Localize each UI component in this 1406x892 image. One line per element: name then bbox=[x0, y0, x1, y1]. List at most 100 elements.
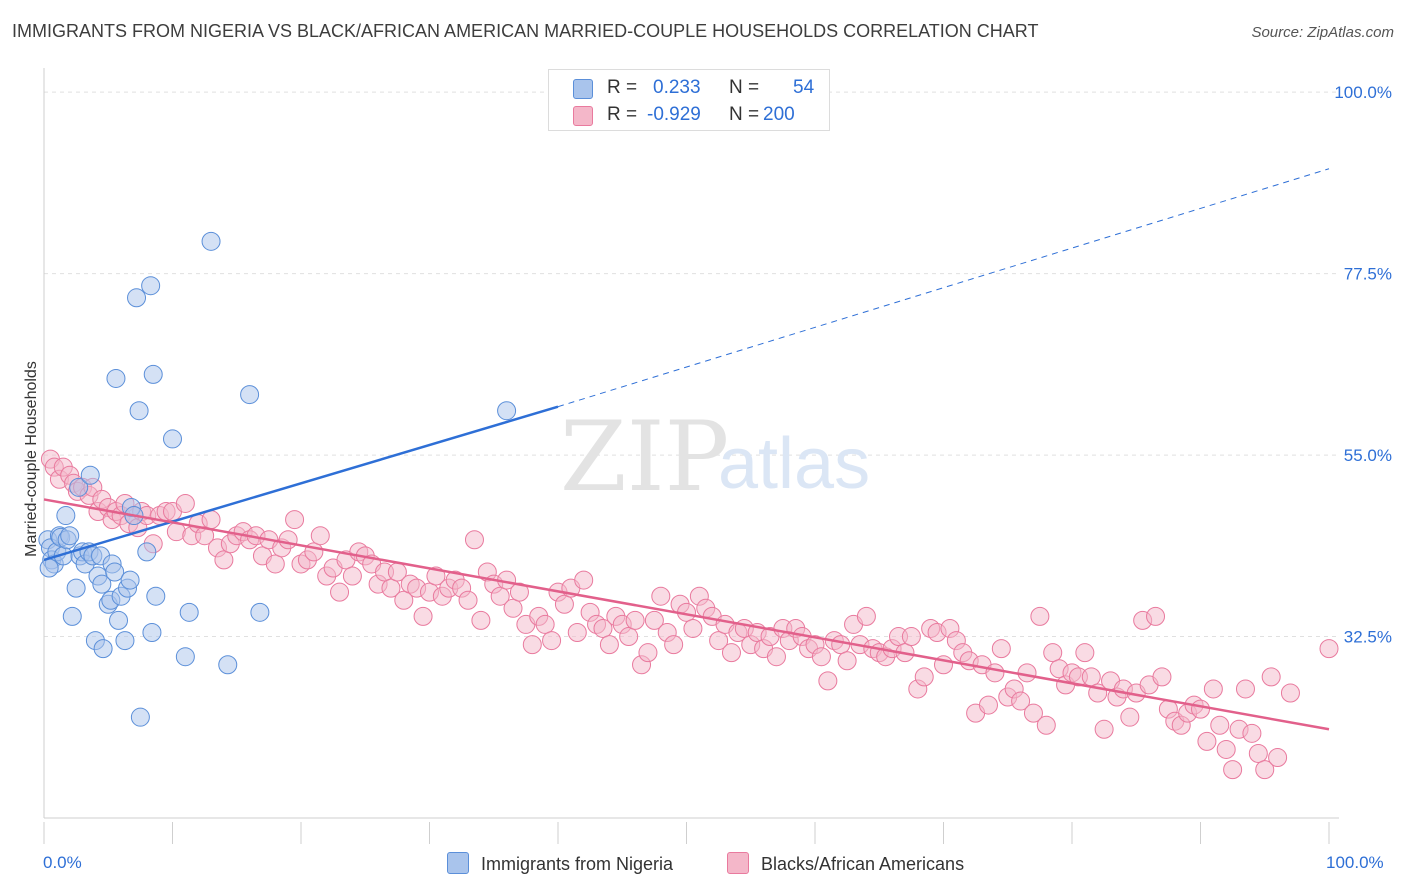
nigeria-data-point bbox=[109, 610, 129, 630]
black-data-point bbox=[1075, 643, 1095, 663]
black-data-point bbox=[278, 530, 298, 550]
black-data-point bbox=[490, 586, 510, 606]
black-data-point bbox=[619, 627, 639, 647]
bottom-legend-swatch-nigeria bbox=[447, 852, 469, 874]
nigeria-data-point bbox=[201, 231, 221, 251]
gridlines bbox=[44, 91, 1339, 638]
nigeria-data-point bbox=[80, 465, 100, 485]
black-data-point bbox=[1210, 715, 1230, 735]
black-data-point bbox=[1036, 715, 1056, 735]
black-data-point bbox=[522, 635, 542, 655]
nigeria-data-point bbox=[163, 429, 182, 449]
black-data-point bbox=[464, 530, 484, 550]
black-data-point bbox=[1017, 663, 1037, 683]
nigeria-data-point bbox=[120, 570, 140, 590]
black-data-point bbox=[265, 554, 285, 574]
nigeria-data-point bbox=[137, 542, 157, 562]
bottom-legend-label-nigeria: Immigrants from Nigeria bbox=[481, 854, 674, 874]
black-data-point bbox=[1081, 667, 1101, 687]
nigeria-data-point bbox=[62, 606, 82, 626]
black-data-point bbox=[651, 586, 671, 606]
nigeria-trend-extension bbox=[557, 168, 1330, 408]
black-data-point bbox=[683, 618, 703, 638]
watermark-atlas: atlas bbox=[718, 424, 870, 504]
nigeria-data-point bbox=[141, 276, 161, 296]
black-data-point bbox=[837, 651, 857, 671]
nigeria-data-point bbox=[129, 401, 149, 421]
trend-lines bbox=[43, 168, 1330, 731]
black-data-point bbox=[1235, 679, 1255, 699]
legend-r-value: -0.929 bbox=[647, 104, 701, 125]
nigeria-data-point bbox=[142, 623, 162, 642]
nigeria-data-point bbox=[175, 647, 195, 667]
black-data-point bbox=[554, 594, 574, 614]
nigeria-data-point bbox=[56, 506, 76, 526]
legend-r-value: 0.233 bbox=[653, 77, 701, 98]
black-data-point bbox=[285, 510, 305, 530]
nigeria-data-point bbox=[66, 578, 86, 598]
x-tick-label-max: 100.0% bbox=[1326, 853, 1384, 872]
black-data-point bbox=[1191, 699, 1210, 719]
nigeria-trend-line bbox=[43, 405, 559, 562]
legend-n-value: 54 bbox=[793, 77, 815, 98]
black-data-point bbox=[1255, 760, 1275, 780]
correlation-legend: R = 0.233 N = 54 R = -0.929 N = 200 bbox=[548, 69, 830, 131]
black-data-point bbox=[1319, 639, 1339, 659]
black-data-point bbox=[709, 631, 729, 651]
legend-n-value: 200 bbox=[763, 104, 795, 125]
bottom-legend-swatch-black bbox=[727, 852, 749, 874]
series-nigeria-points bbox=[38, 231, 517, 727]
nigeria-data-point bbox=[179, 602, 199, 622]
black-data-point bbox=[1242, 723, 1262, 743]
black-data-point bbox=[985, 663, 1005, 683]
black-data-point bbox=[503, 598, 523, 618]
black-data-point bbox=[593, 618, 613, 638]
y-tick-label: 77.5% bbox=[1344, 265, 1392, 284]
black-data-point bbox=[471, 610, 491, 630]
black-data-point bbox=[1203, 679, 1223, 699]
watermark-zip: ZIP bbox=[560, 401, 729, 513]
black-data-point bbox=[901, 627, 921, 647]
legend-n-label: N = bbox=[729, 104, 760, 125]
nigeria-data-point bbox=[69, 477, 89, 497]
bottom-legend-black: Blacks/African Americans bbox=[727, 852, 964, 875]
black-trend-line bbox=[43, 498, 1330, 731]
black-data-point bbox=[394, 590, 414, 610]
black-data-point bbox=[567, 623, 587, 642]
nigeria-data-point bbox=[93, 639, 113, 659]
nigeria-data-point bbox=[146, 586, 166, 606]
black-data-point bbox=[195, 526, 215, 546]
black-data-point bbox=[978, 695, 998, 715]
axes bbox=[43, 68, 1339, 844]
x-tick-label-min: 0.0% bbox=[43, 853, 82, 872]
bottom-legend-label-black: Blacks/African Americans bbox=[761, 854, 965, 874]
black-data-point bbox=[1146, 606, 1166, 626]
source-credit: Source: ZipAtlas.com bbox=[1251, 24, 1394, 41]
black-data-point bbox=[1023, 703, 1043, 723]
legend-n-label: N = bbox=[729, 77, 760, 98]
bottom-legend-nigeria: Immigrants from Nigeria bbox=[447, 852, 673, 875]
black-data-point bbox=[574, 570, 594, 590]
black-data-point bbox=[1043, 643, 1063, 663]
black-data-point bbox=[991, 639, 1011, 659]
black-data-point bbox=[664, 635, 684, 655]
legend-r-label: R = bbox=[607, 104, 638, 125]
black-data-point bbox=[1030, 606, 1050, 626]
chart-title: IMMIGRANTS FROM NIGERIA VS BLACK/AFRICAN… bbox=[12, 21, 1039, 41]
black-data-point bbox=[1011, 691, 1031, 711]
black-data-point bbox=[413, 606, 433, 626]
nigeria-data-point bbox=[250, 602, 270, 622]
legend-r-label: R = bbox=[607, 77, 638, 98]
black-data-point bbox=[310, 526, 330, 546]
black-data-point bbox=[381, 578, 401, 598]
black-data-point bbox=[1197, 731, 1217, 751]
black-data-point bbox=[458, 590, 478, 610]
black-data-point bbox=[214, 550, 234, 570]
legend-swatch-black bbox=[573, 106, 593, 126]
y-tick-labels: 32.5% 55.0% 77.5% 100.0% bbox=[1334, 83, 1392, 646]
black-data-point bbox=[542, 631, 562, 651]
nigeria-data-point bbox=[127, 288, 147, 308]
nigeria-data-point bbox=[39, 558, 59, 578]
black-data-point bbox=[831, 635, 851, 655]
